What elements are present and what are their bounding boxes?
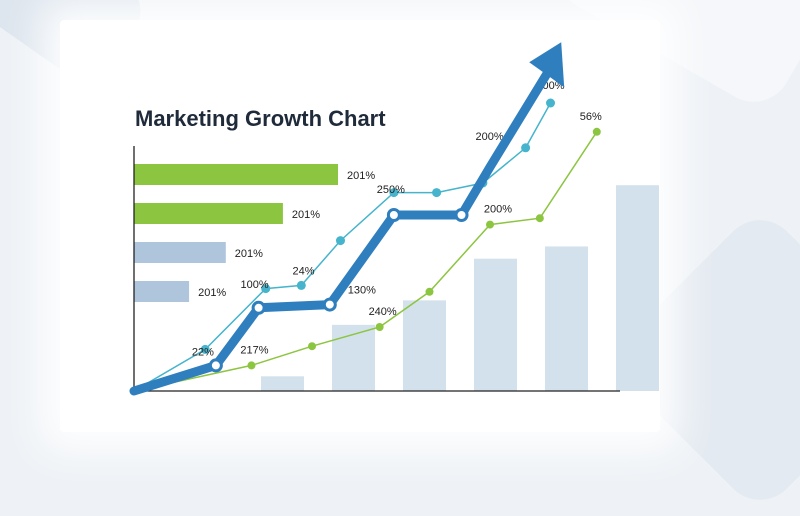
- teal-series-point: [261, 284, 271, 294]
- bar-value-label: 201%: [292, 209, 320, 221]
- green-series-label: 240%: [369, 306, 397, 318]
- green-series-point: [535, 214, 544, 223]
- teal-series-label: 24%: [292, 266, 314, 278]
- arrow-point-label: 250%: [377, 184, 405, 196]
- vertical-bar: [545, 246, 588, 391]
- green-series-point: [486, 220, 494, 229]
- arrow-point-label: 130%: [348, 285, 376, 297]
- marketing-growth-chart: 201%201%201%201%217%240%200%56%24%200%20…: [129, 42, 659, 396]
- vertical-bar: [403, 300, 446, 391]
- chart-title: Marketing Growth Chart: [135, 106, 386, 131]
- horizontal-bar: [134, 203, 283, 224]
- teal-series-point: [389, 188, 399, 198]
- horizontal-bar: [134, 242, 226, 263]
- bar-value-label: 201%: [235, 248, 263, 260]
- horizontal-bar: [134, 164, 338, 185]
- green-series-point: [308, 342, 316, 351]
- green-series-point: [592, 127, 601, 136]
- teal-series-point: [432, 188, 442, 198]
- vertical-bar: [474, 258, 517, 391]
- arrow-point-marker: [454, 208, 469, 222]
- growth-arrow-line: [129, 55, 560, 396]
- arrow-point-label: 22%: [192, 346, 214, 358]
- green-series-point: [247, 361, 256, 370]
- green-series-label: 56%: [580, 111, 602, 123]
- horizontal-bar: [134, 281, 190, 302]
- teal-series-line: [133, 102, 552, 392]
- arrow-point-marker: [251, 300, 266, 315]
- vertical-bar: [261, 376, 304, 391]
- green-series-label: 200%: [484, 204, 512, 216]
- teal-series-point: [335, 236, 345, 246]
- bar-value-label: 201%: [347, 170, 375, 182]
- bar-value-label: 201%: [198, 287, 226, 299]
- green-series-line: [133, 131, 598, 392]
- vertical-bar: [332, 324, 375, 391]
- green-series-point: [375, 323, 384, 331]
- teal-series-point: [521, 143, 531, 153]
- teal-series-point: [546, 98, 556, 108]
- vertical-bar: [616, 185, 659, 391]
- arrow-point-marker: [208, 358, 223, 373]
- green-series-label: 217%: [240, 344, 268, 356]
- arrow-point-marker: [386, 208, 401, 222]
- green-series-point: [425, 287, 434, 296]
- teal-series-label: 200%: [476, 131, 504, 143]
- teal-series-point: [200, 344, 210, 354]
- arrow-point-marker: [322, 297, 337, 312]
- arrow-point-label: 100%: [241, 279, 269, 291]
- growth-arrow-head: [529, 42, 565, 88]
- teal-series-point: [296, 280, 306, 290]
